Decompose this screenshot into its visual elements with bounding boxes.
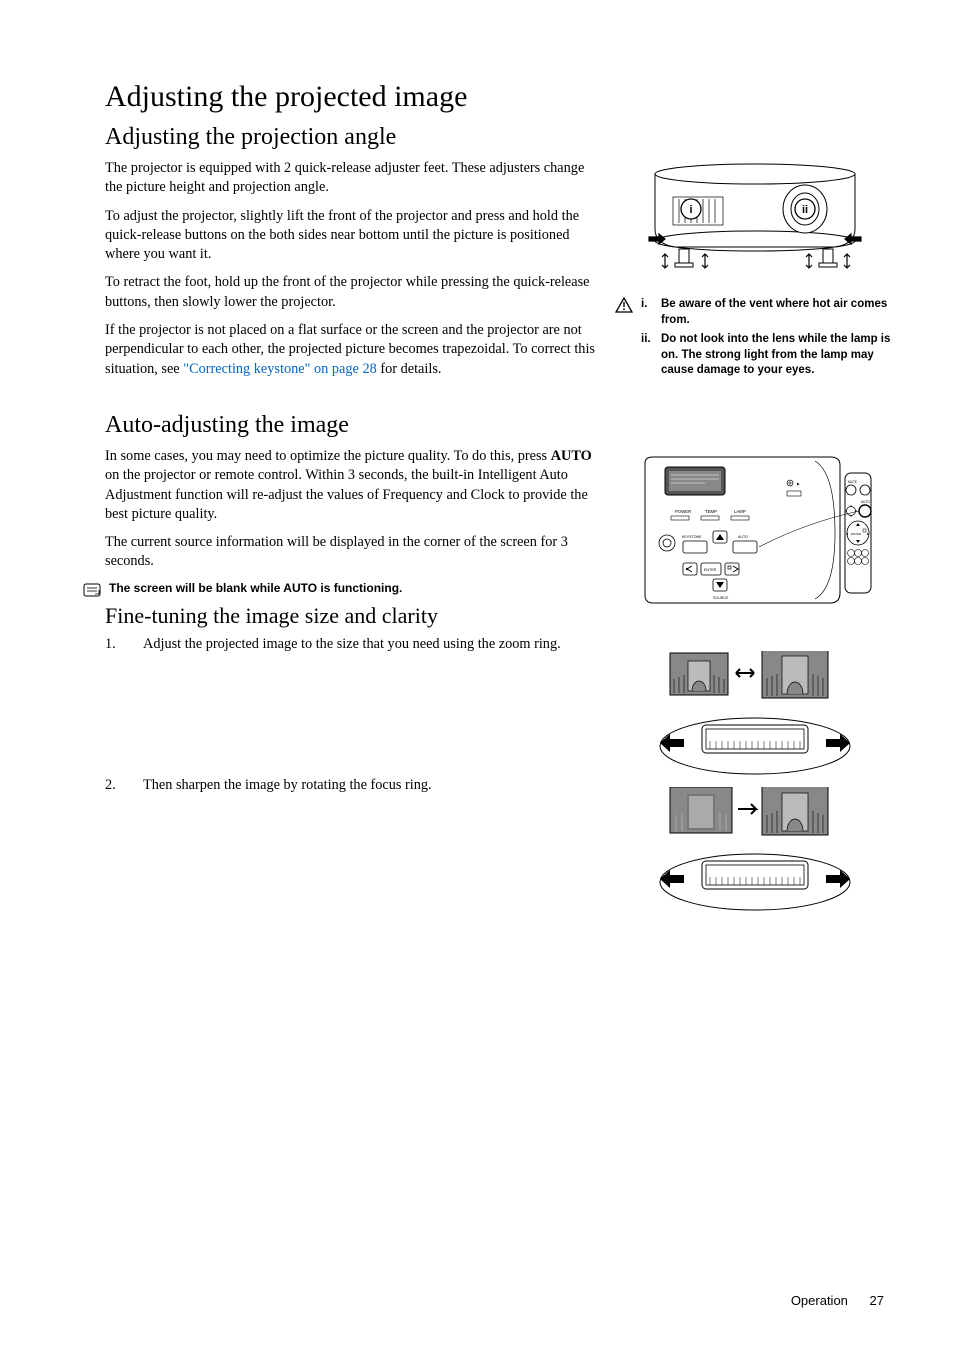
warning-list: i.Be aware of the vent where hot air com…	[641, 297, 894, 383]
svg-text:AUTO: AUTO	[738, 535, 748, 539]
note-icon	[83, 583, 101, 597]
s2-p1-bold: AUTO	[551, 448, 592, 464]
section-fine-tune-title: Fine-tuning the image size and clarity	[105, 603, 595, 629]
warn-ii-text: Do not look into the lens while the lamp…	[661, 332, 894, 379]
step1-text: Adjust the projected image to the size t…	[143, 635, 561, 654]
svg-text:KEYSTONE: KEYSTONE	[682, 535, 702, 539]
step2-num: 2.	[105, 776, 123, 795]
warn-i-num: i.	[641, 297, 655, 328]
svg-text:TEMP: TEMP	[705, 509, 717, 514]
svg-text:◂: ◂	[846, 531, 848, 536]
s1-para3: To retract the foot, hold up the front o…	[105, 273, 595, 312]
s1-para2: To adjust the projector, slightly lift t…	[105, 207, 595, 265]
step1-num: 1.	[105, 635, 123, 654]
warning-icon	[615, 297, 633, 383]
section-auto-adjust-title: Auto-adjusting the image	[105, 412, 894, 439]
svg-text:▶: ▶	[797, 482, 801, 486]
svg-text:ii: ii	[801, 204, 807, 216]
warn-i-text: Be aware of the vent where hot air comes…	[661, 297, 894, 328]
s2-p1-a: In some cases, you may need to optimize …	[105, 448, 551, 464]
footer-section: Operation	[791, 1293, 848, 1308]
footer-page-number: 27	[870, 1293, 884, 1308]
svg-text:▸: ▸	[867, 531, 869, 536]
s2-para2: The current source information will be d…	[105, 533, 595, 572]
s1-para4-b: for details.	[377, 361, 442, 377]
step2-text: Then sharpen the image by rotating the f…	[143, 776, 432, 795]
keystone-link[interactable]: "Correcting keystone" on page 28	[183, 361, 377, 377]
focus-ring-figure	[615, 787, 894, 917]
svg-text:AUTO: AUTO	[861, 500, 870, 504]
svg-text:ENTER: ENTER	[704, 568, 717, 572]
svg-text:SOURCE: SOURCE	[713, 596, 729, 600]
s2-p1-b: on the projector or remote control. With…	[105, 467, 588, 522]
s2-note: The screen will be blank while AUTO is f…	[109, 581, 402, 595]
section-adjust-angle-title: Adjusting the projection angle	[105, 124, 894, 151]
s1-para4: If the projector is not placed on a flat…	[105, 321, 595, 379]
projector-feet-figure: i ii	[615, 159, 894, 289]
warn-ii-num: ii.	[641, 332, 655, 379]
svg-text:ENTER: ENTER	[851, 532, 862, 536]
control-panel-figure: POWER TEMP LAMP KEYSTONE AUTO	[615, 453, 894, 613]
svg-text:i: i	[689, 204, 692, 216]
svg-text:LAMP: LAMP	[734, 509, 746, 514]
page-footer: Operation 27	[791, 1293, 884, 1308]
page-title: Adjusting the projected image	[105, 80, 894, 114]
svg-text:MUTE: MUTE	[848, 480, 857, 484]
s2-para1: In some cases, you may need to optimize …	[105, 447, 595, 524]
svg-text:POWER: POWER	[675, 509, 691, 514]
zoom-ring-figure	[615, 651, 894, 781]
s1-para1: The projector is equipped with 2 quick-r…	[105, 159, 595, 198]
